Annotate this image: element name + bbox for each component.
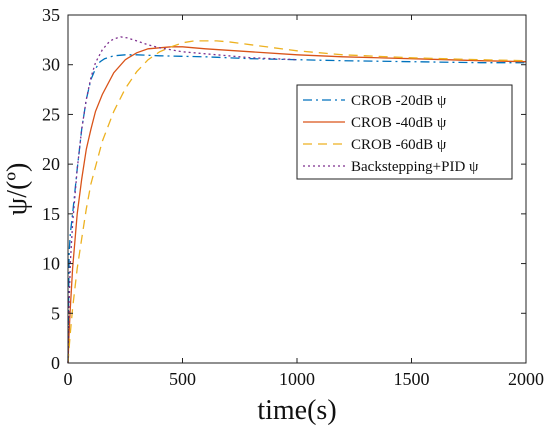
- legend-label-1: CROB -20dB ψ: [351, 93, 447, 109]
- series-lines: [67, 36, 527, 364]
- y-tick-label: 30: [42, 55, 60, 75]
- x-tick-label: 0: [64, 369, 73, 389]
- y-tick-label: 10: [42, 254, 60, 274]
- x-axis-label: time(s): [257, 395, 336, 426]
- y-tick-label: 25: [42, 104, 60, 124]
- y-tick-label: 15: [42, 204, 60, 224]
- legend-items: CROB -20dB ψ CROB -40dB ψ CROB -60dB ψ Back…: [303, 93, 479, 175]
- y-tick-label: 5: [51, 303, 60, 323]
- series-line-2: [67, 46, 527, 364]
- series-line-4: [67, 36, 298, 364]
- y-axis-label: ψ/(º): [2, 163, 33, 216]
- x-tick-label: 1000: [279, 369, 315, 389]
- legend-label-3: CROB -60dB ψ: [351, 137, 447, 153]
- x-axis: 0 500 1000 1500 2000: [64, 15, 544, 389]
- y-axis: 0 5 10 15 20 25 30 35: [42, 5, 526, 373]
- series-line-3: [67, 40, 527, 364]
- plot-frame: [67, 14, 527, 364]
- x-tick-label: 2000: [508, 369, 544, 389]
- legend-label-2: CROB -40dB ψ: [351, 115, 447, 131]
- x-tick-label: 500: [169, 369, 196, 389]
- legend-label-4: Backstepping+PID ψ: [351, 159, 479, 175]
- y-tick-label: 35: [42, 5, 60, 25]
- legend-box: [296, 84, 513, 180]
- x-tick-label: 1500: [394, 369, 430, 389]
- y-tick-label: 20: [42, 154, 60, 174]
- y-tick-label: 0: [51, 353, 60, 373]
- legend: CROB -20dB ψ CROB -40dB ψ CROB -60dB ψ Back…: [296, 84, 513, 180]
